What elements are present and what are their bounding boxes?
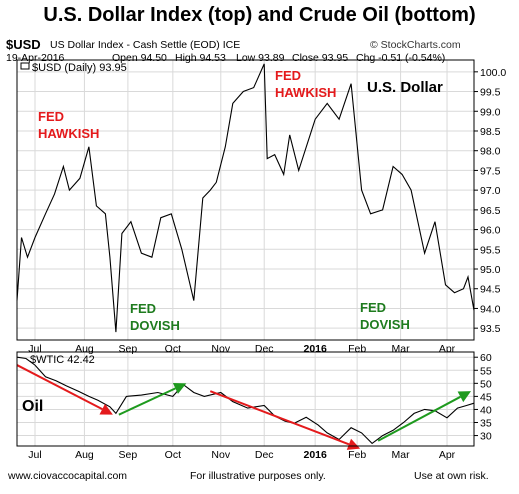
high-value: High 94.53: [175, 52, 226, 64]
usd-legend: $USD (Daily) 93.95: [32, 62, 127, 74]
usd-y-tick-label: 96.5: [480, 205, 501, 217]
usd-y-tick-label: 99.0: [480, 106, 501, 118]
usd-frame: [16, 59, 475, 341]
oil-y-tick-label: 30: [480, 431, 492, 443]
usd-y-tick-label: 95.5: [480, 244, 501, 256]
fed-hawkish-2-line-1: FED: [275, 68, 301, 83]
oil-x-tick-label: Aug: [75, 449, 94, 461]
symbol-label: $USD: [6, 37, 41, 52]
oil-x-tick-label: Sep: [119, 449, 138, 461]
fed-dovish-annotation-1: FED DOVISH: [130, 300, 180, 334]
oil-x-tick-label: Mar: [392, 449, 411, 461]
usd-y-tick-label: 100.0: [480, 67, 506, 79]
oil-x-tick-label: Jul: [28, 449, 41, 461]
oil-price-line: [16, 356, 475, 445]
oil-y-tick-label: 55: [480, 365, 492, 377]
trend-arrow-green: [377, 395, 461, 442]
fed-hawkish-annotation-1: FED HAWKISH: [38, 108, 99, 142]
usd-panel-label: U.S. Dollar: [367, 79, 443, 96]
change-value: Chg -0.51 (-0.54%): [356, 52, 446, 64]
oil-x-tick-label: Oct: [165, 449, 181, 461]
trend-arrow-red: [209, 390, 350, 446]
fed-dovish-1-line-2: DOVISH: [130, 318, 180, 333]
footer-website: www.ciovaccocapital.com: [8, 470, 128, 482]
fed-hawkish-1-line-1: FED: [38, 109, 64, 124]
fed-dovish-2-line-2: DOVISH: [360, 317, 410, 332]
usd-y-tick-label: 94.0: [480, 303, 501, 315]
oil-legend: $WTIC 42.42: [30, 354, 95, 366]
oil-panel-label: Oil: [22, 398, 44, 415]
usd-y-tick-label: 99.5: [480, 87, 501, 99]
chart-title: U.S. Dollar Index (top) and Crude Oil (b…: [43, 4, 476, 26]
low-value: Low 93.89: [236, 52, 285, 64]
oil-y-tick-label: 35: [480, 418, 492, 430]
oil-x-tick-label: Dec: [255, 449, 274, 461]
open-value: Open 94.50: [112, 52, 167, 64]
footer-disclaimer: For illustrative purposes only.: [190, 470, 326, 482]
trend-arrow-head-green: [457, 391, 472, 403]
oil-x-tick-labels: Jul Aug Sep Oct Nov Dec 2016 Feb Mar Apr: [28, 449, 455, 461]
usd-y-tick-labels: 93.5 94.0 94.5 95.0 95.5 96.0 96.5 97.0 97.5 98.0…: [480, 67, 506, 335]
oil-x-tick-label: Apr: [439, 449, 456, 461]
oil-y-tick-label: 50: [480, 378, 492, 390]
oil-y-tick-label: 40: [480, 404, 492, 416]
usd-y-tick-label: 95.0: [480, 264, 501, 276]
trend-arrow-head-green: [172, 382, 187, 394]
oil-x-tick-label: Nov: [211, 449, 230, 461]
trend-arrow-head-red: [99, 403, 113, 415]
usd-y-tick-label: 94.5: [480, 284, 501, 296]
trend-arrow-head-red: [346, 438, 361, 450]
fed-hawkish-1-line-2: HAWKISH: [38, 126, 100, 141]
usd-y-tick-label: 98.5: [480, 126, 501, 138]
date-label: 19-Apr-2016: [6, 52, 65, 64]
usd-legend-marker: [20, 62, 30, 70]
symbol-description: US Dollar Index - Cash Settle (EOD) ICE: [50, 39, 241, 51]
usd-price-line: [16, 63, 475, 333]
oil-frame: [16, 351, 475, 447]
trend-arrow-green: [118, 387, 176, 416]
oil-trend-arrows: [16, 364, 472, 450]
stockcharts-credit: © StockCharts.com: [370, 39, 461, 51]
usd-grid: [17, 60, 478, 340]
fed-hawkish-2-line-2: HAWKISH: [275, 85, 337, 100]
usd-y-tick-label: 96.0: [480, 225, 501, 237]
usd-y-tick-label: 93.5: [480, 323, 501, 335]
oil-x-tick-label: Feb: [348, 449, 366, 461]
usd-y-tick-label: 97.0: [480, 185, 501, 197]
fed-dovish-annotation-2: FED DOVISH: [360, 299, 410, 333]
oil-grid: [17, 352, 478, 446]
close-value: Close 93.95: [292, 52, 349, 64]
fed-dovish-1-line-1: FED: [130, 301, 156, 316]
oil-y-tick-label: 60: [480, 352, 492, 364]
footer-risk: Use at own risk.: [414, 470, 489, 482]
fed-dovish-2-line-1: FED: [360, 300, 386, 315]
trend-arrow-red: [16, 364, 103, 411]
oil-x-tick-label: 2016: [303, 449, 327, 461]
fed-hawkish-annotation-2: FED HAWKISH: [275, 67, 336, 101]
usd-y-tick-label: 97.5: [480, 165, 501, 177]
usd-y-tick-label: 98.0: [480, 146, 501, 158]
oil-y-tick-label: 45: [480, 391, 492, 403]
